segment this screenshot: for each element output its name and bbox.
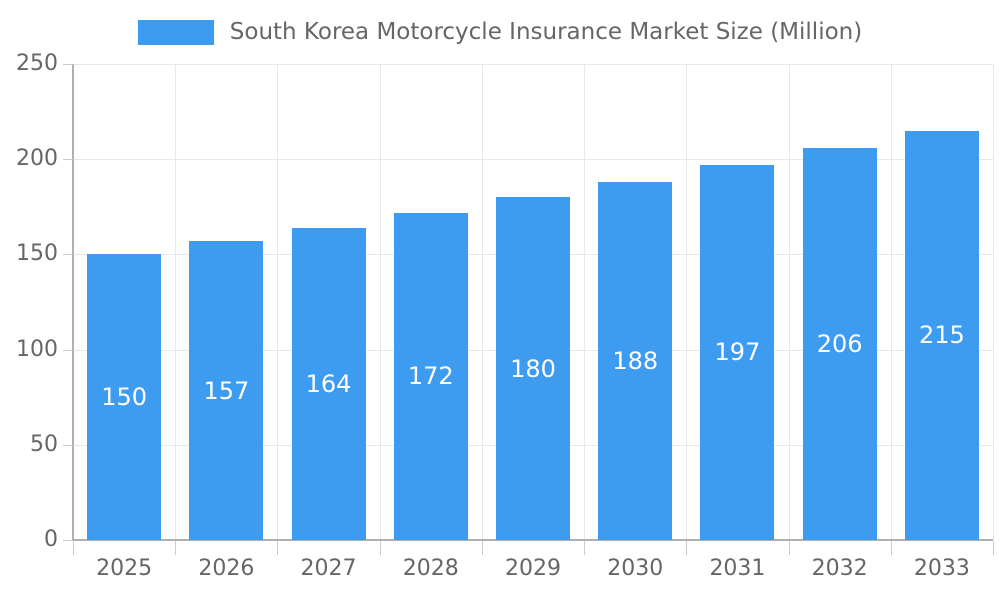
x-gridline — [481, 64, 483, 540]
legend-item-label: South Korea Motorcycle Insurance Market … — [229, 18, 863, 45]
bar-value-label: 197 — [714, 338, 761, 367]
x-tick-mark — [175, 541, 177, 555]
x-axis-tick-label: 2032 — [811, 556, 868, 581]
x-axis-tick-label: 2025 — [96, 556, 153, 581]
y-tick-mark — [63, 159, 73, 161]
bar[interactable] — [291, 227, 366, 540]
y-gridline — [73, 159, 993, 161]
legend-item-series-1[interactable]: South Korea Motorcycle Insurance Market … — [137, 18, 863, 45]
y-axis-line — [72, 64, 74, 541]
x-gridline — [788, 64, 790, 540]
x-gridline — [175, 64, 177, 540]
bar[interactable] — [904, 130, 979, 540]
bar-value-label: 188 — [612, 347, 659, 376]
x-tick-mark — [584, 541, 586, 555]
x-axis-tick-label: 2031 — [709, 556, 766, 581]
bar-value-label: 180 — [510, 354, 556, 383]
x-gridline — [379, 64, 381, 540]
x-axis-tick-label: 2029 — [504, 556, 561, 581]
chart-legend: South Korea Motorcycle Insurance Market … — [0, 14, 1000, 50]
y-gridline — [73, 64, 993, 65]
y-tick-mark — [63, 540, 73, 541]
x-tick-mark — [379, 541, 381, 555]
x-gridline — [584, 64, 586, 540]
y-axis-tick-label: 200 — [16, 146, 58, 172]
x-gridline — [277, 64, 279, 540]
y-axis-tick-label: 50 — [30, 431, 58, 457]
y-tick-mark — [63, 254, 73, 256]
y-tick-mark — [63, 444, 73, 446]
x-axis-tick-label: 2028 — [402, 556, 459, 581]
bar[interactable] — [700, 164, 775, 540]
y-tick-mark — [63, 64, 73, 65]
y-axis-tick-label: 250 — [16, 51, 58, 76]
x-tick-mark — [993, 541, 994, 555]
x-tick-mark — [277, 541, 279, 555]
x-tick-mark — [890, 541, 892, 555]
legend-color-swatch-icon — [137, 19, 214, 45]
bar-value-label: 206 — [816, 329, 863, 358]
bar-value-label: 172 — [407, 362, 454, 391]
y-axis-tick-label: 0 — [44, 527, 58, 552]
bar[interactable] — [393, 212, 468, 540]
bar-value-label: 215 — [918, 321, 965, 350]
x-tick-mark — [788, 541, 790, 555]
x-axis-line — [73, 539, 993, 541]
y-tick-mark — [63, 349, 73, 351]
bar[interactable] — [598, 182, 673, 540]
x-tick-mark — [481, 541, 483, 555]
x-axis-tick-label: 2027 — [300, 556, 357, 581]
x-gridline — [686, 64, 688, 540]
x-axis-tick-label: 2030 — [607, 556, 664, 581]
x-gridline — [890, 64, 892, 540]
bar-value-label: 164 — [305, 369, 352, 398]
x-tick-mark — [73, 541, 74, 555]
bar[interactable] — [496, 197, 570, 540]
x-gridline — [993, 64, 994, 540]
x-axis-tick-label: 2026 — [198, 556, 255, 581]
x-axis-tick-label: 2033 — [913, 556, 970, 581]
y-axis-tick-label: 100 — [16, 336, 58, 362]
bar[interactable] — [87, 254, 162, 540]
bar[interactable] — [802, 147, 877, 540]
x-tick-mark — [686, 541, 688, 555]
bar-value-label: 157 — [203, 376, 250, 405]
bar-value-label: 150 — [101, 383, 148, 412]
y-axis-tick-label: 150 — [16, 241, 58, 267]
bar[interactable] — [189, 241, 264, 540]
